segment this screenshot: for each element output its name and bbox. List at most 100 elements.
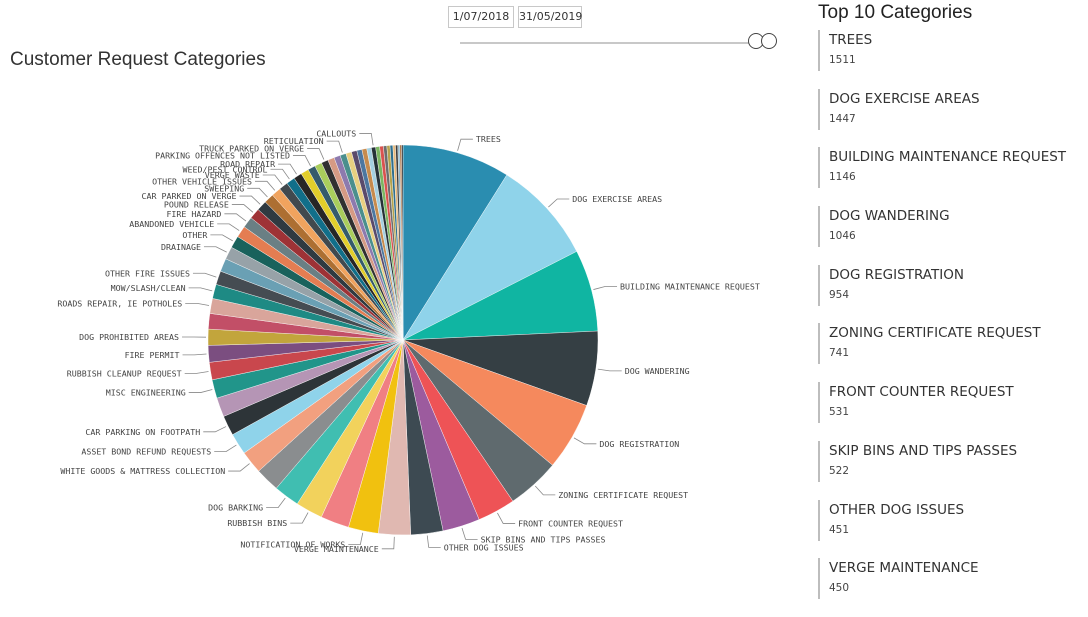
slice-label-leader <box>217 224 239 231</box>
slice-label-leader <box>266 498 285 508</box>
top10-card-value: 741 <box>829 347 849 359</box>
slice-label-leader <box>263 175 282 184</box>
top10-card-name: TREES <box>829 32 872 48</box>
slice-label-leader <box>548 199 569 207</box>
slice-label: OTHER <box>182 230 207 240</box>
top10-card-name: SKIP BINS AND TIPS PASSES <box>829 443 1017 459</box>
slice-label: ZONING CERTIFICATE REQUEST <box>558 490 688 500</box>
pie-chart: TREES DOG EXERCISE AREAS BUILDING MAINTENA… <box>0 0 800 599</box>
slice-label-leader <box>327 141 343 152</box>
slice-label: FIRE HAZARD <box>166 209 221 219</box>
card-accent-bar <box>818 147 820 188</box>
top10-card-name: OTHER DOG ISSUES <box>829 502 964 518</box>
slice-label: TREES <box>476 134 501 144</box>
card-accent-bar <box>818 265 820 306</box>
slice-label: OTHER DOG ISSUES <box>444 542 524 552</box>
slice-label: ROADS REPAIR, IE POTHOLES <box>57 298 182 308</box>
slice-label-leader <box>290 513 308 524</box>
slice-label-leader <box>239 196 260 204</box>
slice-label-leader <box>427 536 440 548</box>
slice-label: MOW/SLASH/CLEAN <box>111 283 186 293</box>
slice-label: DOG REGISTRATION <box>599 439 679 449</box>
slice-label-leader <box>382 537 395 549</box>
card-accent-bar <box>818 89 820 130</box>
slice-label: DRAINAGE <box>161 242 201 252</box>
slice-label: DOG WANDERING <box>625 366 690 376</box>
slice-label-leader <box>574 438 596 444</box>
slice-label-leader <box>293 155 311 166</box>
top10-card[interactable]: BUILDING MAINTENANCE REQUEST 1146 <box>818 147 1088 206</box>
slice-label: MISC ENGINEERING <box>106 388 186 398</box>
top10-card[interactable]: TREES 1511 <box>818 30 1088 89</box>
slice-label-leader <box>210 235 232 241</box>
slice-label: DOG PROHIBITED AREAS <box>79 332 179 342</box>
slice-label-leader <box>270 169 289 179</box>
slice-label: ROAD REPAIR <box>220 159 275 169</box>
slice-label: BUILDING MAINTENANCE REQUEST <box>620 281 760 291</box>
card-accent-bar <box>818 558 820 599</box>
slice-label: CAR PARKING ON FOOTPATH <box>85 427 200 437</box>
top10-card-value: 1511 <box>829 54 856 66</box>
top10-card-value: 531 <box>829 406 849 418</box>
slice-label: CALLOUTS <box>316 128 356 138</box>
top10-card-value: 451 <box>829 524 849 536</box>
slice-label: FRONT COUNTER REQUEST <box>518 518 623 528</box>
slice-label: OTHER FIRE ISSUES <box>105 268 190 278</box>
slice-label: RUBBISH CLEANUP REQUEST <box>67 368 182 378</box>
slice-label: RETICULATION <box>264 136 324 146</box>
top10-card-value: 522 <box>829 465 849 477</box>
slice-label-leader <box>185 303 209 305</box>
top10-card-value: 954 <box>829 289 849 301</box>
slice-label-leader <box>204 247 227 252</box>
card-accent-bar <box>818 323 820 364</box>
slice-label-leader <box>189 288 213 291</box>
slice-label-leader <box>183 354 207 355</box>
slice-label-leader <box>224 214 246 221</box>
card-accent-bar <box>818 30 820 71</box>
slice-label-leader <box>598 369 622 371</box>
slice-label: ABANDONED VEHICLE <box>129 219 214 229</box>
top10-card[interactable]: SKIP BINS AND TIPS PASSES 522 <box>818 441 1088 500</box>
card-accent-bar <box>818 382 820 423</box>
top10-card-name: VERGE MAINTENANCE <box>829 560 979 576</box>
slice-label-leader <box>593 286 617 289</box>
card-accent-bar <box>818 500 820 541</box>
top10-card-value: 1046 <box>829 230 856 242</box>
slice-label-leader <box>185 371 209 373</box>
slice-label-leader <box>203 427 226 432</box>
top10-card-value: 1146 <box>829 171 856 183</box>
top10-card-name: ZONING CERTIFICATE REQUEST <box>829 325 1041 341</box>
top10-card[interactable]: OTHER DOG ISSUES 451 <box>818 500 1088 559</box>
slice-label-leader <box>497 513 515 524</box>
slice-label-leader <box>255 181 275 190</box>
slice-label: WHITE GOODS & MATTRESS COLLECTION <box>60 466 225 476</box>
top10-title: Top 10 Categories <box>818 2 972 24</box>
slice-label-leader <box>228 464 249 472</box>
top10-card-name: BUILDING MAINTENANCE REQUEST <box>829 149 1066 165</box>
top10-card-value: 450 <box>829 582 849 594</box>
slice-label-leader <box>359 133 373 145</box>
top10-card[interactable]: FRONT COUNTER REQUEST 531 <box>818 382 1088 441</box>
top10-card[interactable]: ZONING CERTIFICATE REQUEST 741 <box>818 323 1088 382</box>
top10-card[interactable]: VERGE MAINTENANCE 450 <box>818 558 1088 617</box>
slice-label-leader <box>189 390 213 393</box>
top10-card-name: DOG EXERCISE AREAS <box>829 91 980 107</box>
top10-card-name: FRONT COUNTER REQUEST <box>829 384 1014 400</box>
card-accent-bar <box>818 206 820 247</box>
top10-card-name: DOG WANDERING <box>829 208 950 224</box>
slice-label: FIRE PERMIT <box>125 350 180 360</box>
slice-label-leader <box>462 528 478 539</box>
top10-card[interactable]: DOG WANDERING 1046 <box>818 206 1088 265</box>
slice-label-leader <box>307 149 324 160</box>
slice-label-leader <box>193 273 216 277</box>
slice-label: RUBBISH BINS <box>227 518 287 528</box>
card-accent-bar <box>818 441 820 482</box>
slice-label: ASSET BOND REFUND REQUESTS <box>81 446 211 456</box>
slice-label-leader <box>535 486 555 495</box>
slice-label-leader <box>232 205 253 213</box>
slice-label-leader <box>214 445 236 451</box>
slice-label: DOG EXERCISE AREAS <box>572 194 662 204</box>
